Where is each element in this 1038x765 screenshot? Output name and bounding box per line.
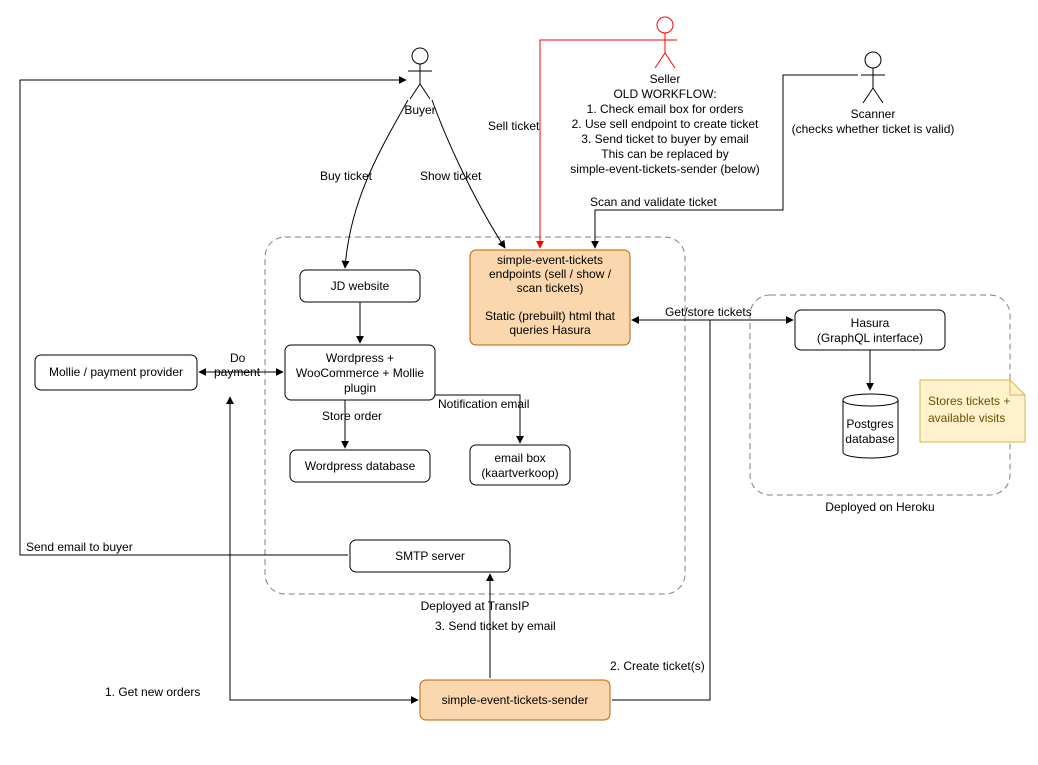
edge-do-payment-l2: payment	[214, 365, 261, 379]
actor-scanner-sub: (checks whether ticket is valid)	[792, 122, 955, 136]
edge-store-order-label: Store order	[322, 409, 382, 423]
node-wp-l1: Wordpress +	[326, 351, 394, 365]
edge-createticket	[612, 320, 710, 700]
edge-getstore-label: Get/store tickets	[665, 305, 752, 319]
node-emailbox-l2: (kaartverkoop)	[481, 466, 558, 480]
node-endpoints-l5: Static (prebuilt) html that	[485, 309, 616, 323]
node-mollie-label: Mollie / payment provider	[49, 365, 183, 379]
node-wp-l2: WooCommerce + Mollie	[296, 366, 424, 380]
group-transip-label: Deployed at TransIP	[421, 599, 530, 613]
node-postgres: Postgres database	[843, 394, 898, 458]
actor-seller-label: Seller	[650, 72, 681, 86]
node-endpoints-l3: scan tickets)	[517, 281, 584, 295]
node-hasura-l2: (GraphQL interface)	[817, 331, 923, 345]
edge-sendticket-label: 3. Send ticket by email	[435, 619, 556, 633]
edge-sendemail-label: Send email to buyer	[26, 540, 133, 554]
node-endpoints-l1: simple-event-tickets	[497, 253, 603, 267]
seller-workflow-title: OLD WORKFLOW:	[613, 87, 716, 101]
node-jd-label: JD website	[331, 279, 390, 293]
node-smtp-label: SMTP server	[395, 549, 465, 563]
edge-getneworders-label: 1. Get new orders	[105, 685, 200, 699]
edge-scan-label: Scan and validate ticket	[590, 195, 717, 209]
actor-scanner-label: Scanner	[851, 107, 896, 121]
node-emailbox-l1: email box	[494, 451, 545, 465]
node-postgres-l2: database	[845, 432, 895, 446]
seller-workflow-3: 3. Send ticket to buyer by email	[581, 132, 748, 146]
diagram-canvas: Deployed at TransIP Deployed on Heroku B…	[0, 0, 1038, 765]
node-endpoints-l2: endpoints (sell / show /	[489, 267, 612, 281]
seller-workflow-note2: simple-event-tickets-sender (below)	[570, 162, 759, 176]
node-endpoints-l6: queries Hasura	[509, 323, 591, 337]
actor-scanner: Scanner (checks whether ticket is valid)	[792, 52, 955, 136]
node-wpdb-label: Wordpress database	[305, 459, 416, 473]
edge-notif-label: Notification email	[438, 397, 529, 411]
edge-sell-label: Sell ticket	[488, 119, 540, 133]
node-note: Stores tickets + available visits	[920, 380, 1025, 442]
note-l2: available visits	[928, 411, 1005, 425]
actor-buyer: Buyer	[404, 48, 435, 117]
seller-workflow-2: 2. Use sell endpoint to create ticket	[572, 117, 759, 131]
node-hasura-l1: Hasura	[851, 316, 890, 330]
node-wp-l3: plugin	[344, 381, 376, 395]
edge-sendemail	[20, 80, 406, 555]
edge-buy	[345, 100, 408, 268]
group-heroku-label: Deployed on Heroku	[825, 500, 934, 514]
seller-workflow-1: 1. Check email box for orders	[587, 102, 744, 116]
edge-buy-label: Buy ticket	[320, 169, 373, 183]
edge-do-payment-l1: Do	[230, 351, 246, 365]
edge-createticket-label: 2. Create ticket(s)	[610, 659, 705, 673]
note-l1: Stores tickets +	[928, 394, 1010, 408]
node-postgres-l1: Postgres	[846, 417, 893, 431]
edge-show-label: Show ticket	[420, 169, 482, 183]
actor-seller: Seller OLD WORKFLOW: 1. Check email box …	[570, 17, 759, 176]
seller-workflow-note1: This can be replaced by	[601, 147, 728, 161]
actor-buyer-label: Buyer	[404, 103, 435, 117]
node-sender-label: simple-event-tickets-sender	[442, 693, 589, 707]
